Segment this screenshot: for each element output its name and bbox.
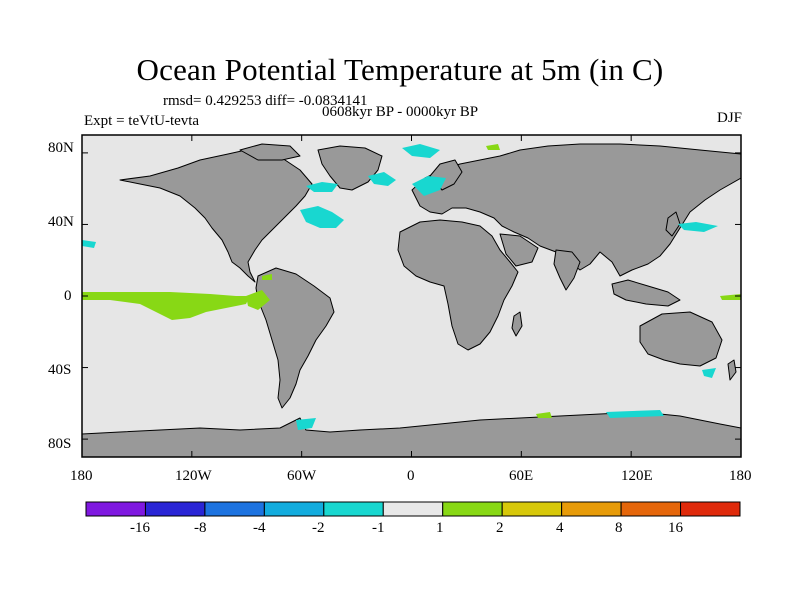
- anomaly-warm-east-pacific: [82, 292, 250, 320]
- anomaly-cool-west-pacific: [82, 240, 96, 248]
- colorbar-label-m2: -2: [312, 520, 325, 536]
- landmass-maritime-se-asia: [611, 279, 681, 307]
- anomaly-warm-arctic: [486, 144, 500, 150]
- colorbar-swatch: [501, 501, 563, 517]
- lon-label-120w: 120W: [175, 468, 212, 484]
- axis-ticks: [81, 135, 742, 457]
- colorbar-label-16: 16: [668, 520, 683, 536]
- lon-label-180w: 180: [70, 468, 93, 484]
- colorbar: [85, 501, 741, 517]
- colorbar-swatch: [85, 501, 146, 517]
- colorbar-swatch: [442, 501, 503, 517]
- landmass-new-zealand: [727, 359, 737, 381]
- period-label: 0608kyr BP - 0000kyr BP: [322, 104, 479, 120]
- colorbar-swatch: [680, 501, 741, 517]
- colorbar-swatch: [263, 501, 325, 517]
- lon-label-60w: 60W: [287, 468, 317, 484]
- colorbar-swatch: [204, 501, 265, 517]
- colorbar-label-2: 2: [496, 520, 504, 536]
- colorbar-label-1: 1: [436, 520, 444, 536]
- landmass-africa: [397, 219, 519, 351]
- lon-label-120e: 120E: [621, 468, 653, 484]
- landmass-arabia: [499, 233, 539, 267]
- colorbar-label-8: 8: [615, 520, 623, 536]
- anomaly-cool-north-atlantic: [300, 206, 344, 228]
- lat-label-40s: 40S: [48, 362, 72, 378]
- lon-label-60e: 60E: [509, 468, 534, 484]
- colorbar-label-m8: -8: [194, 520, 207, 536]
- landmass-japan: [665, 211, 681, 237]
- anomaly-warm-peru-coast: [246, 290, 270, 310]
- anomaly-patches: [82, 144, 741, 430]
- anomaly-warm-gulf-of-mexico: [262, 274, 272, 280]
- lat-label-0: 0: [64, 288, 72, 304]
- anomaly-cool-greenland-sea: [402, 144, 440, 158]
- landmass-greenland: [317, 145, 383, 191]
- stats-label: rmsd= 0.429253 diff= -0.0834141: [163, 93, 368, 109]
- landmass-south-america: [255, 267, 335, 409]
- anomaly-cool-indian-ocean: [702, 368, 716, 378]
- experiment-label: Expt = teVtU-tevta: [84, 113, 200, 129]
- landmass-australia: [639, 311, 723, 367]
- colorbar-label-m16: -16: [130, 520, 150, 536]
- landmass-eurasia: [411, 143, 741, 277]
- landmass-india: [553, 249, 581, 291]
- anomaly-warm-southern-ocean: [536, 412, 552, 418]
- lat-label-40n: 40N: [48, 214, 74, 230]
- anomaly-cool-barents: [368, 172, 396, 186]
- lat-label-80n: 80N: [48, 140, 74, 156]
- anomaly-cool-north-pacific: [678, 222, 718, 232]
- anomaly-cool-southern-ocean: [606, 410, 664, 418]
- anomaly-cool-south-atlantic: [296, 418, 316, 430]
- land-masses: [82, 143, 741, 457]
- colorbar-swatch: [144, 501, 206, 517]
- colorbar-label-4: 4: [556, 520, 564, 536]
- landmass-madagascar: [511, 311, 523, 337]
- colorbar-swatch: [382, 501, 444, 517]
- lon-label-0: 0: [407, 468, 415, 484]
- lon-label-180e: 180: [729, 468, 752, 484]
- colorbar-swatch: [561, 501, 622, 517]
- anomaly-cool-norwegian-sea: [412, 176, 446, 196]
- landmass-arctic-islands: [239, 143, 301, 161]
- season-label: DJF: [716, 110, 742, 126]
- colorbar-label-m1: -1: [372, 520, 385, 536]
- colorbar-swatch: [620, 501, 682, 517]
- lat-label-80s: 80S: [48, 436, 72, 452]
- colorbar-label-m4: -4: [253, 520, 266, 536]
- colorbar-swatch: [323, 501, 384, 517]
- anomaly-cool-labrador: [306, 182, 338, 192]
- landmass-antarctica: [82, 411, 741, 457]
- plot-title: Ocean Potential Temperature at 5m (in C): [136, 52, 664, 87]
